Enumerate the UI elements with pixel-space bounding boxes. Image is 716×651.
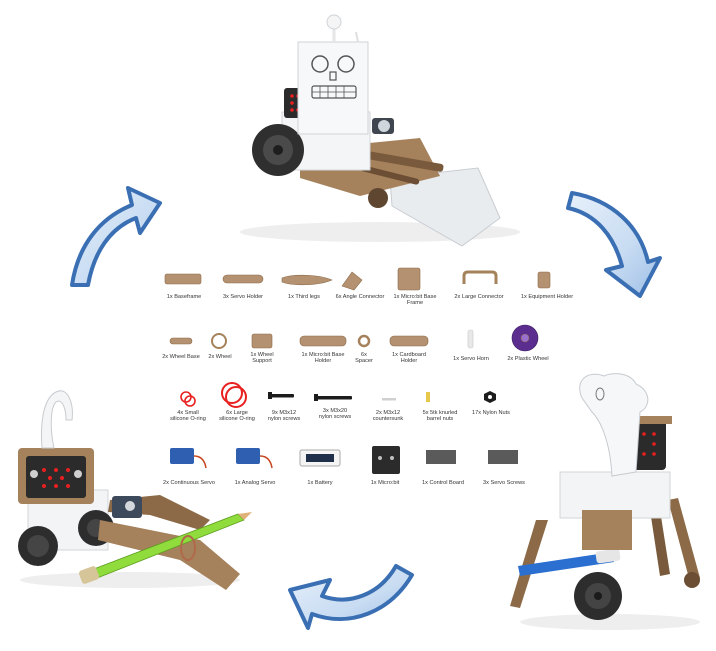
control-board-part [426,450,456,464]
cardboard-holder-part [389,335,429,347]
part-label-microbit: 1x Micro:bit [370,480,400,486]
part-label-continuous-servo: 2x Continuous Servo [163,480,215,486]
equipment-holder-part [537,271,551,289]
part-label-servo-holder: 3x Servo Holder [222,294,264,300]
microbit-base-frame-part [397,267,421,291]
part-label-wheel-support: 1x Wheel Support [250,352,274,365]
large-o-ring-part [221,382,243,404]
pencil-robot-photo [18,390,252,590]
microbit-part [372,446,400,474]
microbit-base-holder-part [299,335,347,347]
arrow-top-left [70,186,162,287]
wheel-support-part [251,333,273,349]
part-label-battery: 1x Battery [307,480,333,486]
part-label-control-board: 1x Control Board [422,480,464,486]
arrow-bottom [288,564,414,630]
m3x12-screw-part [270,394,294,398]
part-label-microbit-base-holder: 1x Micro:bit Base Holder [301,352,345,365]
baseframe-part [164,273,202,285]
robot-face-photo [240,14,520,247]
servo-horn-part [467,329,474,349]
large-connector-part [462,270,498,284]
countersunk-screw-part [382,398,396,401]
part-label-microbit-base-frame: 1x Micro:bit Base Frame [393,294,437,307]
servo-holder-part [222,274,264,284]
elephant-robot-photo [510,373,700,630]
barrel-nut-part [426,392,430,402]
parts-row-3-icons [180,382,496,408]
part-label-servo-screws: 3x Servo Screws [483,480,525,486]
part-label-analog-servo: 1x Analog Servo [234,480,276,486]
part-label-plastic-wheel: 2x Plastic Wheel [507,356,549,362]
angle-connector-part [341,271,363,291]
part-label-barrel-nuts: 5x 5tk knurled barrel nuts [422,410,458,423]
part-label-m3x12-screws: 9x M3x12 nylon screws [267,410,301,423]
part-label-wheel: 2x Wheel [208,354,232,360]
part-label-equipment-holder: 1x Equipment Holder [520,294,574,300]
small-o-ring-part [180,391,192,403]
part-label-spacer: 6x Spacer [355,352,373,365]
part-label-baseframe: 1x Baseframe [166,294,202,300]
part-label-cardboard-holder: 1x Cardboard Holder [392,352,426,365]
spacer-part [357,334,371,348]
parts-row-2-icons [169,324,539,352]
part-label-m3x20-screws: 3x M3x20 nylon screws [318,408,352,421]
part-label-large-o-ring: 6x Large silicone O-ring [219,410,255,423]
wheel-base-part [169,337,193,345]
part-label-angle-connector: 6x Angle Connector [335,294,385,300]
continuous-servo-part [170,448,194,464]
part-label-small-o-ring: 4x Small silicone O-ring [170,410,206,423]
analog-servo-part [236,448,260,464]
parts-row-4-icons [170,446,518,474]
part-label-nylon-nuts: 17x Nylon Nuts [472,410,510,416]
part-label-countersunk: 2x M3x12 countersunk [372,410,404,423]
m3x20-screw-part [316,396,352,400]
parts-row-1-icons [164,267,551,291]
part-label-wheel-base: 2x Wheel Base [162,354,200,360]
part-label-servo-horn: 1x Servo Horn [453,356,489,362]
servo-screws-part [488,450,518,464]
part-label-third-legs: 1x Third legs [288,294,320,300]
arrow-top-right [566,191,662,298]
wheel-part [211,333,227,349]
part-label-large-connector: 2x Large Connector [454,294,504,300]
third-legs-part [281,274,333,286]
